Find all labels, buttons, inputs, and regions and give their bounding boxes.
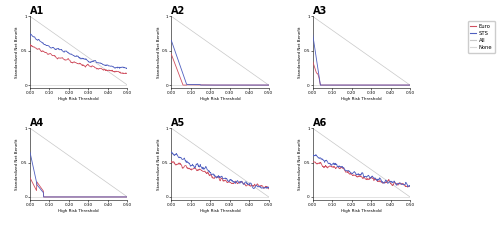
X-axis label: High Risk Threshold: High Risk Threshold <box>341 97 382 101</box>
X-axis label: High Risk Threshold: High Risk Threshold <box>200 97 240 101</box>
Y-axis label: Standardized Net Benefit: Standardized Net Benefit <box>156 139 160 190</box>
Text: A3: A3 <box>312 6 327 16</box>
Text: A4: A4 <box>30 118 44 128</box>
Text: A6: A6 <box>312 118 327 128</box>
Legend: Euro, STS, All, None: Euro, STS, All, None <box>468 21 495 53</box>
Text: A1: A1 <box>30 6 44 16</box>
Y-axis label: Standardized Net Benefit: Standardized Net Benefit <box>16 27 20 78</box>
X-axis label: High Risk Threshold: High Risk Threshold <box>58 209 99 212</box>
Y-axis label: Standardized Net Benefit: Standardized Net Benefit <box>16 139 20 190</box>
Text: A2: A2 <box>172 6 185 16</box>
Y-axis label: Standardized Net Benefit: Standardized Net Benefit <box>298 27 302 78</box>
X-axis label: High Risk Threshold: High Risk Threshold <box>200 209 240 212</box>
X-axis label: High Risk Threshold: High Risk Threshold <box>58 97 99 101</box>
Text: A5: A5 <box>172 118 185 128</box>
X-axis label: High Risk Threshold: High Risk Threshold <box>341 209 382 212</box>
Y-axis label: Standardized Net Benefit: Standardized Net Benefit <box>156 27 160 78</box>
Y-axis label: Standardized Net Benefit: Standardized Net Benefit <box>298 139 302 190</box>
